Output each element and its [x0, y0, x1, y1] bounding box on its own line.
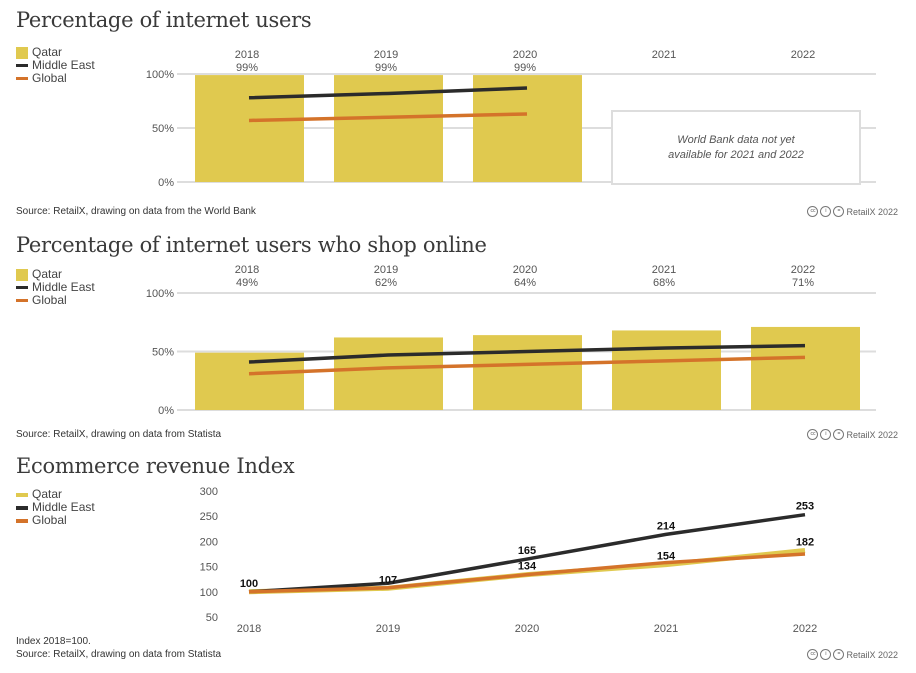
- data-label: 107: [379, 574, 397, 586]
- chart1-source: Source: RetailX, drawing on data from th…: [16, 206, 256, 217]
- y-tick-label: 200: [200, 536, 218, 548]
- chart2-legend: Qatar Middle East Global: [16, 268, 95, 307]
- legend-global: Global: [16, 72, 95, 85]
- x-category-label: 2018: [235, 264, 259, 276]
- data-label: 100: [240, 578, 258, 590]
- line-global: [248, 552, 806, 594]
- y-tick-label: 50: [206, 612, 218, 624]
- data-label: 182: [796, 536, 814, 548]
- chart2-title: Percentage of internet users who shop on…: [16, 233, 487, 257]
- chart3-legend: Qatar Middle East Global: [16, 488, 95, 527]
- legend-middle-east: Middle East: [16, 59, 95, 72]
- nd-icon: =: [833, 649, 845, 660]
- by-icon: i: [820, 429, 832, 440]
- chart1-license: cc i = RetailX 2022: [807, 206, 898, 217]
- x-category-label: 2019: [374, 264, 398, 276]
- y-tick-label: 100%: [146, 288, 174, 300]
- x-category-label: 2018: [235, 49, 259, 61]
- bar-data-label: 99%: [236, 62, 258, 74]
- legend-qatar: Qatar: [16, 46, 95, 59]
- legend-middle-east: Middle East: [16, 501, 95, 514]
- data-label: 154: [657, 551, 676, 563]
- x-category-label: 2020: [513, 49, 537, 61]
- legend-global: Global: [16, 294, 95, 307]
- line-middle-east: [248, 512, 806, 594]
- y-tick-label: 0%: [158, 177, 174, 189]
- chart3-license: cc i = RetailX 2022: [807, 649, 898, 660]
- bar-qatar: [473, 335, 582, 410]
- y-tick-label: 100%: [146, 69, 174, 81]
- bar-data-label: 49%: [236, 277, 258, 289]
- data-label: 253: [796, 501, 814, 513]
- chart1-legend: Qatar Middle East Global: [16, 46, 95, 85]
- line-global: [248, 112, 528, 123]
- bar-data-label: 62%: [375, 277, 397, 289]
- cc-icon: cc: [807, 206, 819, 217]
- x-category-label: 2019: [374, 49, 398, 61]
- bar-qatar: [473, 75, 582, 182]
- x-category-label: 2022: [791, 264, 815, 276]
- bar-qatar: [195, 75, 304, 182]
- chart3-source: Source: RetailX, drawing on data from St…: [16, 649, 222, 660]
- by-icon: i: [820, 206, 832, 217]
- y-tick-label: 50%: [152, 123, 174, 135]
- bar-qatar: [612, 330, 721, 410]
- x-category-label: 2020: [513, 264, 537, 276]
- bar-data-label: 64%: [514, 277, 536, 289]
- line-middle-east: [248, 86, 528, 100]
- x-category-label: 2020: [515, 623, 539, 635]
- by-icon: i: [820, 649, 832, 660]
- bar-qatar: [751, 326, 860, 410]
- y-tick-label: 50%: [152, 347, 174, 359]
- x-category-label: 2021: [652, 49, 676, 61]
- chart3-footnote: Index 2018=100.: [16, 636, 91, 647]
- y-tick-label: 150: [200, 562, 218, 574]
- chart2-source: Source: RetailX, drawing on data from St…: [16, 429, 222, 440]
- cc-icon: cc: [807, 429, 819, 440]
- x-category-label: 2021: [654, 623, 678, 635]
- data-label: 134: [518, 561, 537, 573]
- x-category-label: 2021: [652, 264, 676, 276]
- y-tick-label: 300: [200, 486, 218, 498]
- nd-icon: =: [833, 206, 845, 217]
- line-middle-east: [248, 343, 806, 364]
- bar-data-label: 71%: [792, 277, 814, 289]
- legend-global: Global: [16, 514, 95, 527]
- y-tick-label: 250: [200, 511, 218, 523]
- bar-data-label: 99%: [375, 62, 397, 74]
- y-tick-label: 0%: [158, 405, 174, 417]
- data-label: 214: [657, 520, 676, 532]
- bar-data-label: 68%: [653, 277, 675, 289]
- x-category-label: 2022: [791, 49, 815, 61]
- line-global: [248, 355, 806, 376]
- x-category-label: 2018: [237, 623, 261, 635]
- bar-qatar: [334, 337, 443, 410]
- data-label: 165: [518, 545, 536, 557]
- legend-qatar: Qatar: [16, 268, 95, 281]
- legend-qatar: Qatar: [16, 488, 95, 501]
- chart1-title: Percentage of internet users: [16, 8, 312, 32]
- y-tick-label: 100: [200, 587, 218, 599]
- chart2-license: cc i = RetailX 2022: [807, 429, 898, 440]
- nd-icon: =: [833, 429, 845, 440]
- chart1-note: World Bank data not yet available for 20…: [611, 110, 861, 185]
- x-category-label: 2019: [376, 623, 400, 635]
- x-category-label: 2022: [793, 623, 817, 635]
- cc-icon: cc: [807, 649, 819, 660]
- chart3-title: Ecommerce revenue Index: [16, 454, 295, 478]
- legend-middle-east: Middle East: [16, 281, 95, 294]
- bar-data-label: 99%: [514, 62, 536, 74]
